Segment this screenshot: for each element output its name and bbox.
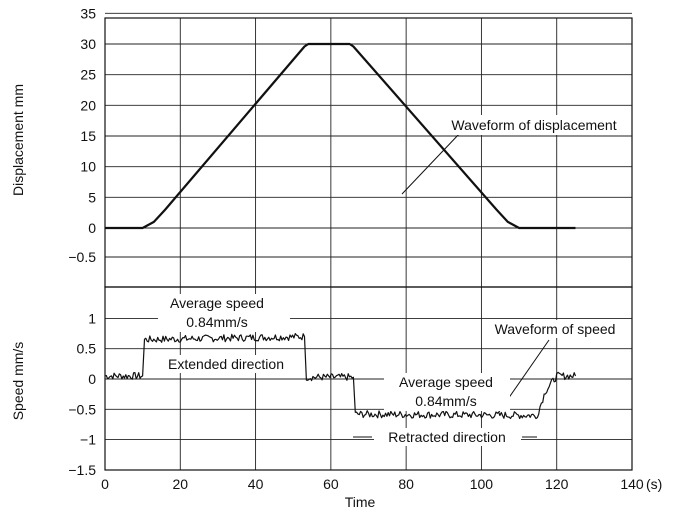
retracted-direction-bg	[374, 428, 521, 446]
y-tick-label-top: 35	[80, 5, 96, 21]
x-tick-label: 80	[398, 476, 414, 492]
x-axis-title: Time	[345, 494, 376, 510]
x-tick-label: 140	[620, 476, 644, 492]
y-tick-label-top: 25	[80, 67, 96, 83]
gridlines	[105, 12, 632, 471]
speed-waveform-line	[104, 333, 577, 420]
avg-speed-retracted-bg	[384, 373, 510, 411]
avg-speed-extended-label: Average speed	[170, 295, 264, 311]
y-tick-label-top: 15	[80, 128, 96, 144]
y-tick-label-bottom: −0.5	[68, 401, 96, 417]
avg-speed-extended-bg	[158, 294, 290, 332]
x-axis-unit: (s)	[646, 476, 662, 492]
avg-speed-retracted-label: Average speed	[399, 374, 493, 390]
y-tick-label-top: 5	[88, 189, 96, 205]
avg-speed-extended-value: 0.84mm/s	[186, 314, 247, 330]
displacement-waveform-line	[105, 42, 576, 230]
y-tick-label-top: 0	[88, 220, 96, 236]
y-tick-label-top: −0.5	[68, 249, 96, 265]
y-tick-label-top: 30	[80, 36, 96, 52]
speed-waveform-label-bg	[482, 320, 629, 338]
y-tick-label-top: 10	[80, 159, 96, 175]
y-tick-label-bottom: −1	[80, 432, 96, 448]
x-tick-label: 60	[323, 476, 339, 492]
displacement-waveform-label: Waveform of displacement	[451, 117, 616, 133]
x-tick-labels: 0 20 40 60 80 100 120 140	[101, 476, 644, 492]
x-tick-label: 40	[248, 476, 264, 492]
y-axis-title-top: Displacement mm	[10, 84, 26, 196]
y-tick-label-top: 20	[80, 97, 96, 113]
displacement-label-bg	[436, 115, 630, 135]
x-tick-label: 20	[172, 476, 188, 492]
avg-speed-retracted-value: 0.84mm/s	[415, 393, 476, 409]
y-tick-label-bottom: 1	[88, 310, 96, 326]
y-tick-label-bottom: 0	[88, 371, 96, 387]
extended-direction-label: Extended direction	[168, 356, 284, 372]
retracted-direction-label: Retracted direction	[388, 429, 506, 445]
y-tick-labels-bottom: 1 0.5 0 −0.5 −1 −1.5	[68, 310, 96, 478]
displacement-leader-line	[401, 132, 461, 195]
y-tick-label-bottom: −1.5	[68, 462, 96, 478]
y-tick-labels-top: 35 30 25 20 15 10 5 0 −0.5	[68, 5, 96, 265]
speed-waveform-label: Waveform of speed	[495, 321, 616, 337]
x-tick-label: 120	[545, 476, 569, 492]
plot-frame-bottom	[104, 286, 633, 471]
y-axis-title-bottom: Speed mm/s	[10, 342, 26, 421]
y-tick-label-bottom: 0.5	[77, 341, 97, 357]
x-tick-label: 100	[470, 476, 494, 492]
extended-direction-bg	[160, 355, 293, 373]
plot-frame-top	[104, 17, 633, 288]
x-tick-label: 0	[101, 476, 109, 492]
